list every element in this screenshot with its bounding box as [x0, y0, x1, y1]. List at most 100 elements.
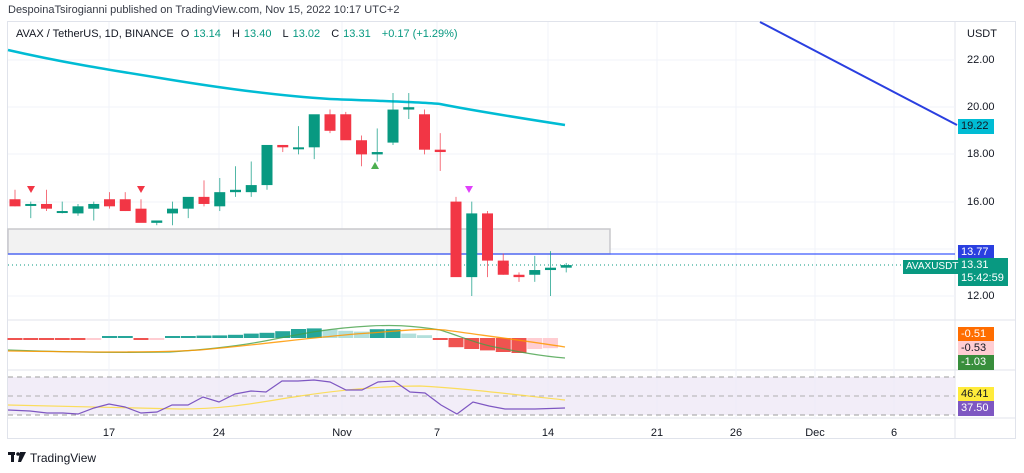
candle-up[interactable]: [371, 152, 383, 155]
candle-down[interactable]: [419, 114, 430, 150]
candle-down[interactable]: [135, 208, 147, 223]
candle-down[interactable]: [198, 196, 210, 204]
time-label: 7: [433, 427, 441, 439]
macd-bar: [354, 331, 369, 338]
macd-bar: [243, 333, 259, 338]
last-price: 13.31: [961, 259, 989, 271]
candle-up[interactable]: [151, 220, 163, 223]
macd-bar: [543, 338, 558, 349]
line-value-tag: 13.77: [958, 245, 994, 260]
last-price-tag: 13.31 15:42:59: [958, 258, 1008, 286]
candle-up[interactable]: [88, 203, 100, 209]
ohlc-low: L 13.02: [282, 28, 321, 40]
candle-down[interactable]: [9, 199, 21, 207]
candle-up[interactable]: [25, 203, 37, 206]
macd-bar: [275, 331, 291, 338]
macd-bar: [70, 338, 86, 340]
candle-up[interactable]: [403, 107, 415, 110]
macd-histogram: [7, 328, 558, 353]
candle-down[interactable]: [482, 213, 493, 261]
macd-line: [7, 324, 566, 359]
price-tick: 16.00: [967, 196, 995, 208]
macd-bar: [102, 336, 117, 338]
macd-bar: [212, 335, 228, 338]
sell-signal-icon: [27, 186, 35, 193]
candle-up[interactable]: [308, 114, 320, 148]
symbol-legend: AVAX / TetherUS, 1D, BINANCE O 13.14 H 13.…: [16, 28, 462, 40]
candle-up[interactable]: [466, 213, 478, 278]
candlesticks: [9, 93, 572, 296]
macd-bar: [306, 328, 322, 338]
publisher-caption: DespoinaTsirogianni published on Trading…: [8, 4, 400, 16]
candle-up[interactable]: [387, 109, 399, 143]
candle-down[interactable]: [513, 274, 525, 278]
signal-line: [7, 328, 566, 353]
macd-bar: [117, 336, 133, 338]
time-label: 21: [650, 427, 664, 439]
macd-bar: [322, 329, 338, 338]
macd-bar: [401, 333, 417, 338]
price-tick: 12.00: [967, 290, 995, 302]
ohlc-high: H 13.40: [231, 28, 272, 40]
macd-bar: [259, 332, 275, 338]
candle-up[interactable]: [230, 189, 241, 193]
rsi-ma-tag: 46.41: [958, 387, 994, 402]
sell-signal-icon: [137, 186, 145, 193]
candle-up[interactable]: [56, 211, 68, 214]
macd-bar: [86, 338, 102, 340]
macd-bar: [149, 338, 165, 340]
candle-down[interactable]: [356, 140, 367, 155]
candle-down[interactable]: [450, 201, 462, 278]
macd-bar: [527, 338, 543, 349]
time-label: Nov: [332, 427, 352, 439]
macd-bar: [369, 329, 385, 338]
buy-signal-icon: [371, 162, 379, 169]
candle-up[interactable]: [182, 196, 194, 209]
rsi-line: [7, 379, 566, 415]
macd-bar: [511, 338, 527, 353]
candle-down[interactable]: [119, 199, 131, 212]
candle-up[interactable]: [560, 265, 572, 268]
symbol-name[interactable]: AVAX / TetherUS, 1D, BINANCE: [16, 28, 174, 40]
candle-down[interactable]: [497, 260, 509, 275]
price-change: +0.17 (+1.29%): [381, 28, 458, 40]
candle-up[interactable]: [167, 208, 178, 214]
candle-up[interactable]: [293, 147, 304, 150]
price-gridlines: [8, 59, 955, 297]
candle-down[interactable]: [340, 114, 352, 141]
macd-bar: [228, 334, 243, 338]
macd-line-tag: -1.03: [958, 355, 994, 370]
candle-up[interactable]: [529, 270, 541, 275]
candle-down[interactable]: [104, 199, 115, 207]
candle-down[interactable]: [434, 149, 446, 153]
price-tick: 20.00: [967, 101, 995, 113]
macd-bar: [165, 336, 180, 338]
candle-up[interactable]: [261, 144, 273, 186]
candle-up[interactable]: [545, 267, 556, 271]
macd-bar: [448, 338, 464, 348]
time-label: 6: [890, 427, 898, 439]
macd-bar: [385, 329, 401, 338]
candle-down[interactable]: [277, 144, 289, 148]
rsi-tag: 37.50: [958, 401, 994, 416]
tradingview-footer: TradingView: [8, 451, 96, 465]
macd-bar: [417, 335, 432, 338]
support-zone: [7, 228, 611, 255]
macd-bar: [180, 336, 196, 338]
macd-bar: [23, 338, 39, 340]
macd-bar: [480, 338, 495, 351]
candle-up[interactable]: [214, 192, 226, 207]
ohlc-close: C 13.31: [331, 28, 371, 40]
macd-signal-tag: -0.53: [958, 341, 994, 356]
candle-up[interactable]: [72, 206, 84, 214]
candle-up[interactable]: [245, 185, 257, 193]
candle-down[interactable]: [41, 203, 52, 209]
macd-bar: [432, 338, 448, 340]
time-gridlines: [108, 22, 895, 418]
tradingview-brand[interactable]: TradingView: [30, 451, 97, 465]
candle-down[interactable]: [324, 114, 336, 131]
macd-bar: [464, 338, 480, 349]
macd-bar: [291, 329, 306, 338]
time-label: 26: [729, 427, 743, 439]
